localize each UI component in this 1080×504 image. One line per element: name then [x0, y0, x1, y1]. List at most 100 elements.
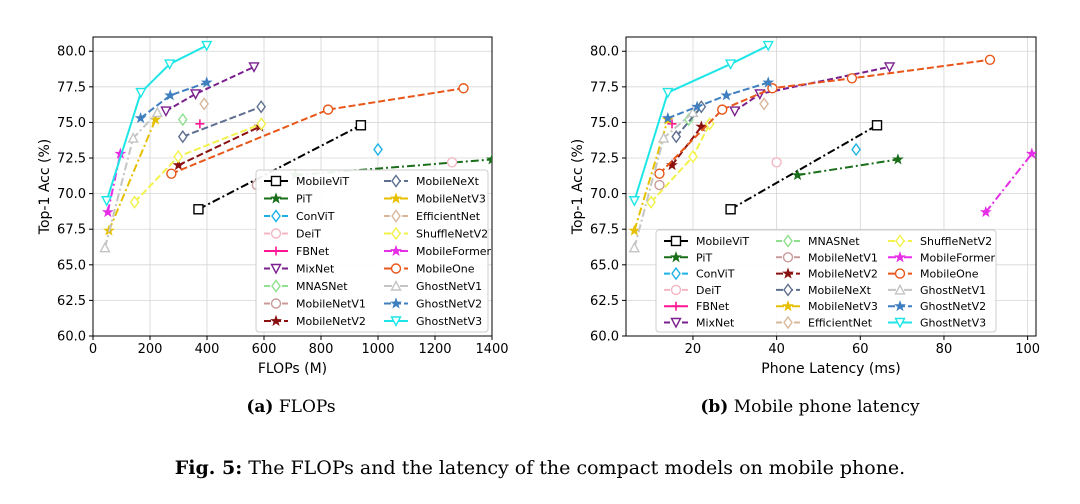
- legend-item-ghostnetv1: GhostNetV1: [888, 284, 986, 297]
- legend-marker: [671, 301, 681, 311]
- figure-caption-label: Fig. 5:: [175, 457, 242, 479]
- series-line-ghostnetv2: [667, 81, 769, 120]
- series-line-mobileformer: [985, 153, 1033, 213]
- series-line-mobilenetv2: [671, 126, 703, 166]
- data-point-mobilenetv3: [628, 224, 641, 236]
- series-line-mixnet: [165, 65, 255, 112]
- legend-marker: [670, 284, 682, 296]
- legend-marker: [270, 314, 282, 327]
- data-point-mobileone: [846, 73, 858, 84]
- legend-item-mixnet: MixNet: [264, 263, 335, 276]
- x-tick-label: 20: [685, 342, 702, 357]
- y-tick-label: 62.5: [590, 294, 619, 309]
- legend-marker: [782, 300, 794, 312]
- legend-label: GhostNetV1: [416, 280, 482, 293]
- data-point-ghostnetv3: [724, 59, 737, 71]
- series-fbnet: [195, 119, 205, 129]
- series-line-mobilevit: [730, 124, 878, 211]
- series-shufflenetv2: [129, 117, 267, 209]
- y-tick-label: 67.5: [57, 223, 86, 238]
- data-point-mnasnet: [177, 112, 188, 127]
- y-tick-label: 80.0: [590, 45, 619, 60]
- legend-item-fbnet: FBNet: [264, 245, 330, 258]
- data-point-mixnet: [160, 106, 172, 118]
- legend-label: MobileNetV1: [296, 298, 366, 311]
- data-point-ghostnetv3: [201, 40, 213, 52]
- data-point-mobileformer: [979, 205, 992, 218]
- legend-box: [255, 169, 489, 333]
- legend-marker: [894, 283, 906, 295]
- legend-marker: [390, 280, 402, 291]
- x-tick-label: 200: [138, 342, 163, 357]
- chart-latency: 20 40 60 80 100 60.0 62.5 65.0 67.5 70.0 72.5 75.0 7…: [570, 36, 1040, 377]
- data-point-mobilenext: [177, 129, 188, 144]
- data-point-mixnet: [248, 62, 260, 73]
- legend-item-mobilenext: MobileNeXt: [384, 174, 480, 188]
- x-tick-label: 60: [852, 342, 869, 357]
- series-line-mobilenetv3: [108, 119, 157, 232]
- data-point-mixnet: [729, 106, 741, 118]
- legend-label: PiT: [296, 193, 312, 206]
- data-point-ghostnetv2: [691, 100, 704, 112]
- data-point-mobilevit: [355, 120, 367, 131]
- y-axis-label-b: Top-1 Acc (%): [570, 139, 586, 235]
- legend-label: EfficientNet: [416, 210, 481, 223]
- legend-item-mixnet: MixNet: [664, 317, 735, 330]
- data-point-convit: [373, 142, 383, 157]
- legend-label: MobileNeXt: [808, 284, 872, 297]
- legend-item-pit: PiT: [264, 192, 312, 206]
- legend-label: MobileNetV2: [808, 268, 878, 281]
- legend-item-mobilenetv3: MobileNetV3: [384, 192, 486, 206]
- legend-marker: [783, 315, 793, 330]
- legend-marker: [671, 266, 681, 281]
- series-mobilenetv3: [103, 113, 162, 236]
- legend-marker: [390, 192, 402, 204]
- data-point-mobilenetv2: [695, 120, 708, 132]
- legend-item-mobileformer: MobileFormer: [384, 244, 492, 258]
- legend-marker: [895, 234, 905, 248]
- legend-label: MobileNetV3: [808, 300, 878, 313]
- legend-label: GhostNetV2: [920, 300, 986, 313]
- legend-label: FBNet: [696, 300, 730, 313]
- data-point-ghostnetv1: [99, 241, 111, 253]
- legend-marker: [670, 317, 682, 329]
- figure-caption-text: The FLOPs and the latency of the compact…: [248, 457, 905, 479]
- legend-label: DeiT: [296, 228, 321, 241]
- data-point-mobileone: [166, 168, 177, 179]
- y-tick-label: 77.5: [57, 80, 86, 95]
- legend-label: MobileFormer: [416, 245, 492, 258]
- data-point-ghostnetv2: [762, 76, 775, 88]
- legend-item-mobilenext: MobileNeXt: [776, 283, 872, 297]
- legend-label: PiT: [696, 251, 712, 264]
- subcaption-a-text: FLOPs: [279, 397, 336, 417]
- legend-label: ShuffleNetV2: [920, 235, 992, 248]
- data-point-mobileone: [458, 83, 469, 94]
- legend-label: MixNet: [696, 317, 735, 330]
- chart-flops: 0 200 400 600 800 1000 1200 1400 60.0 62.5 65.0 67.…: [37, 36, 509, 377]
- data-point-mobilenext: [256, 100, 267, 114]
- y-tick-label: 65.0: [57, 258, 86, 273]
- data-point-mobileone: [322, 104, 334, 115]
- data-point-ghostnetv1: [657, 132, 670, 143]
- legend-label: MobileViT: [296, 175, 349, 188]
- series-mixnet: [160, 62, 260, 118]
- subcaption-b: (b) Mobile phone latency: [700, 397, 920, 417]
- series-ghostnetv1: [99, 106, 164, 253]
- y-tick-label: 72.5: [57, 152, 86, 167]
- data-point-deit: [771, 157, 782, 168]
- data-point-ghostnetv2: [661, 111, 674, 124]
- data-point-mobileformer: [101, 205, 114, 218]
- legend-item-shufflenetv2: ShuffleNetV2: [888, 234, 992, 248]
- legend-item-mobilenetv2: MobileNetV2: [264, 314, 366, 328]
- x-axis-label-a: FLOPs (M): [258, 361, 327, 377]
- legend-marker: [894, 317, 906, 329]
- data-point-mobilevit: [725, 204, 736, 215]
- legend-marker: [270, 228, 282, 239]
- data-point-mobilevit: [871, 120, 883, 131]
- legend-label: GhostNetV1: [920, 284, 986, 297]
- legend-marker: [390, 297, 402, 309]
- series-ghostnetv3: [628, 40, 774, 207]
- legend-marker: [270, 175, 282, 187]
- data-point-ghostnetv2: [720, 89, 733, 101]
- legend-item-deit: DeiT: [264, 228, 321, 241]
